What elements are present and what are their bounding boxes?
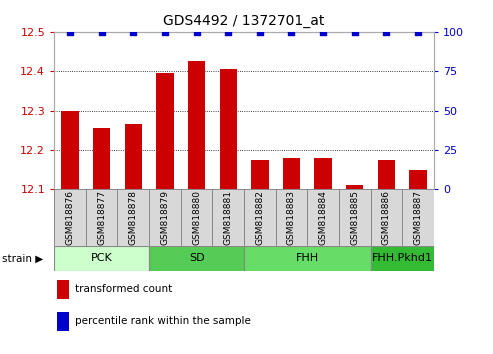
Bar <box>378 160 395 189</box>
Point <box>351 29 359 35</box>
Point <box>66 29 74 35</box>
Text: GSM818880: GSM818880 <box>192 190 201 245</box>
Text: GSM818885: GSM818885 <box>350 190 359 245</box>
Bar <box>371 246 434 271</box>
Bar <box>93 129 110 189</box>
Bar <box>86 189 117 246</box>
Bar <box>402 189 434 246</box>
Point <box>256 29 264 35</box>
Text: PCK: PCK <box>91 253 112 263</box>
Text: strain ▶: strain ▶ <box>2 254 44 264</box>
Bar <box>251 160 269 189</box>
Text: GSM818878: GSM818878 <box>129 190 138 245</box>
Point <box>98 29 106 35</box>
Bar <box>54 246 149 271</box>
Bar <box>156 73 174 189</box>
Bar <box>409 170 427 189</box>
Bar <box>315 158 332 189</box>
Text: GSM818883: GSM818883 <box>287 190 296 245</box>
Bar <box>212 189 244 246</box>
Text: GSM818882: GSM818882 <box>255 190 264 245</box>
Text: GSM818877: GSM818877 <box>97 190 106 245</box>
Text: GSM818886: GSM818886 <box>382 190 391 245</box>
Text: GSM818881: GSM818881 <box>224 190 233 245</box>
Bar <box>181 189 212 246</box>
Text: SD: SD <box>189 253 205 263</box>
Point <box>193 29 201 35</box>
Point <box>383 29 390 35</box>
Text: transformed count: transformed count <box>75 284 172 295</box>
Point <box>414 29 422 35</box>
Title: GDS4492 / 1372701_at: GDS4492 / 1372701_at <box>163 14 325 28</box>
Bar <box>219 69 237 189</box>
Point <box>161 29 169 35</box>
Bar <box>149 189 181 246</box>
Bar <box>117 189 149 246</box>
Bar <box>283 158 300 189</box>
Point <box>319 29 327 35</box>
Bar <box>339 189 371 246</box>
Point <box>287 29 295 35</box>
Bar <box>276 189 307 246</box>
Text: GSM818879: GSM818879 <box>160 190 170 245</box>
Bar <box>244 189 276 246</box>
Bar <box>346 185 363 189</box>
Bar <box>188 61 205 189</box>
Text: percentile rank within the sample: percentile rank within the sample <box>75 316 251 326</box>
Text: GSM818876: GSM818876 <box>66 190 74 245</box>
Text: GSM818884: GSM818884 <box>318 190 328 245</box>
Text: GSM818887: GSM818887 <box>414 190 423 245</box>
Bar <box>125 124 142 189</box>
Point <box>224 29 232 35</box>
Bar <box>371 189 402 246</box>
Text: FHH.Pkhd1: FHH.Pkhd1 <box>372 253 433 263</box>
Bar <box>149 246 244 271</box>
Text: FHH: FHH <box>296 253 319 263</box>
Point <box>129 29 137 35</box>
Bar <box>244 246 371 271</box>
Bar <box>54 189 86 246</box>
Bar <box>61 110 79 189</box>
Bar <box>307 189 339 246</box>
